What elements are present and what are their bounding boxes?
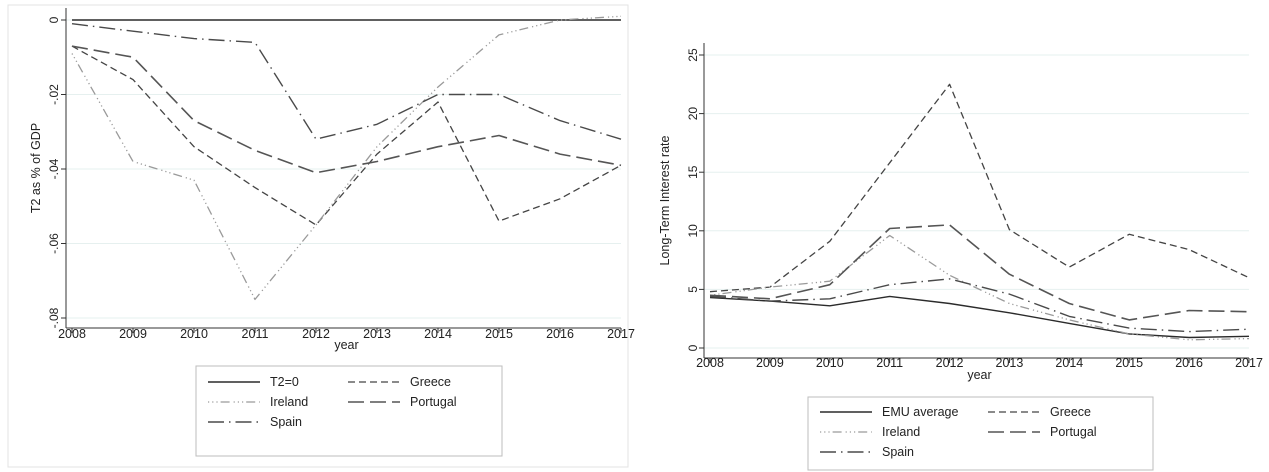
x-tick-label: 2011 — [242, 327, 269, 341]
y-tick-label: 5 — [686, 286, 700, 293]
y-tick-label: -.04 — [47, 158, 61, 179]
series-line-emu-average — [709, 295, 1250, 339]
series-line-portugal — [709, 224, 1250, 321]
legend-label-ireland: Ireland — [270, 395, 308, 409]
legend-label-ireland: Ireland — [882, 425, 920, 439]
x-tick-label: 2016 — [1175, 356, 1203, 370]
x-tick-label: 2014 — [424, 327, 452, 341]
series-line-greece — [71, 45, 622, 226]
x-axis-label: year — [334, 338, 358, 352]
legend-label-emu-average: EMU average — [882, 405, 958, 419]
legend-label-greece: Greece — [1050, 405, 1091, 419]
legend-label-portugal: Portugal — [1050, 425, 1097, 439]
x-tick-label: 2016 — [546, 327, 574, 341]
x-tick-label: 2009 — [119, 327, 147, 341]
y-tick-label: 0 — [47, 16, 61, 23]
y-tick-label: 0 — [686, 344, 700, 351]
series-line-greece — [709, 83, 1250, 293]
x-tick-label: 2013 — [996, 356, 1024, 370]
legend-box — [807, 396, 1154, 471]
legend-label-t2-0: T2=0 — [270, 375, 299, 389]
y-tick-label: 20 — [686, 107, 700, 121]
series-line-spain — [709, 278, 1250, 333]
panel-frame — [7, 4, 629, 468]
series-line-spain — [71, 23, 622, 140]
x-tick-label: 2015 — [1115, 356, 1143, 370]
y-tick-label: -.02 — [47, 84, 61, 105]
legend-box — [195, 365, 503, 457]
plot-area — [702, 43, 1249, 358]
x-tick-label: 2008 — [696, 356, 724, 370]
x-tick-label: 2011 — [876, 356, 903, 370]
x-tick-label: 2009 — [756, 356, 784, 370]
y-tick-label: 25 — [686, 48, 700, 62]
legend-label-spain: Spain — [882, 445, 914, 459]
x-tick-label: 2012 — [936, 356, 964, 370]
legend-label-portugal: Portugal — [410, 395, 457, 409]
y-tick-label: 10 — [686, 224, 700, 238]
x-tick-label: 2013 — [363, 327, 391, 341]
y-tick-label: -.06 — [47, 233, 61, 254]
y-tick-label: 15 — [686, 165, 700, 179]
x-tick-label: 2014 — [1055, 356, 1083, 370]
x-tick-label: 2008 — [58, 327, 86, 341]
x-tick-label: 2017 — [607, 327, 635, 341]
y-axis-label: T2 as % of GDP — [29, 123, 43, 213]
x-tick-label: 2012 — [302, 327, 330, 341]
legend-label-spain: Spain — [270, 415, 302, 429]
x-axis-label: year — [967, 368, 991, 382]
x-tick-label: 2010 — [180, 327, 208, 341]
series-line-ireland — [709, 234, 1250, 341]
y-axis-label: Long-Term Interest rate — [658, 135, 672, 265]
x-tick-label: 2015 — [485, 327, 513, 341]
chart-long-term-interest-rate: 0 5 10 15 20 25 2008 2009 2010 2011 2012 2013 2014 20… — [658, 43, 1263, 471]
legend-label-greece: Greece — [410, 375, 451, 389]
x-tick-label: 2010 — [816, 356, 844, 370]
series-line-portugal — [71, 45, 622, 174]
x-tick-label: 2017 — [1235, 356, 1263, 370]
y-tick-label: -.08 — [47, 307, 61, 328]
